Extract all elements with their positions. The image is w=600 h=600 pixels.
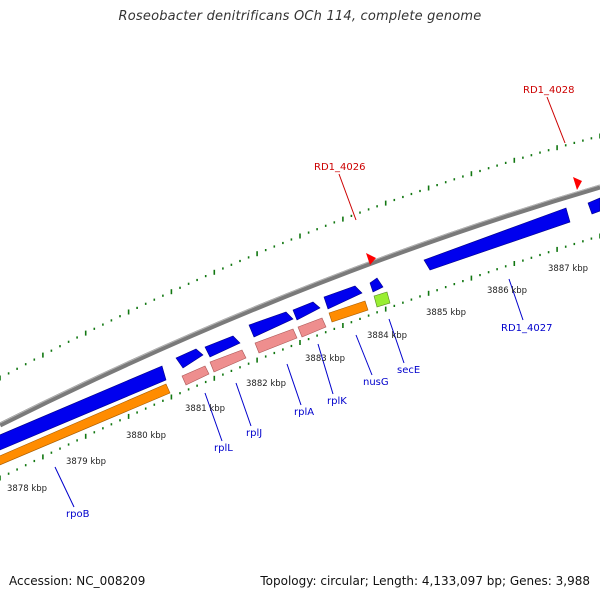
gene-leader-lines bbox=[54, 278, 524, 508]
gene-rplA-forward[interactable] bbox=[248, 311, 294, 338]
feature-rpoB-cds[interactable] bbox=[0, 383, 171, 467]
gene-rplJ-forward[interactable] bbox=[204, 335, 241, 358]
feature-secE-cds[interactable] bbox=[373, 291, 391, 308]
leader-rplA bbox=[286, 363, 302, 406]
marker-label-RD1_4028[interactable]: RD1_4028 bbox=[523, 85, 574, 96]
gene-label-nusG[interactable]: nusG bbox=[363, 377, 389, 388]
gene-rplK-forward[interactable] bbox=[292, 301, 321, 321]
marker-leader-lines bbox=[338, 96, 566, 221]
leader-rplK bbox=[317, 343, 334, 395]
leader-secE bbox=[388, 318, 405, 364]
gene-label-rpoB[interactable]: rpoB bbox=[66, 509, 90, 520]
leader-RD1_4027 bbox=[508, 278, 524, 321]
scale-label: 3882 kbp bbox=[246, 379, 286, 389]
marker-label-RD1_4026[interactable]: RD1_4026 bbox=[314, 162, 365, 173]
leader-RD1_4026 bbox=[338, 173, 357, 221]
gene-label-rplJ[interactable]: rplJ bbox=[246, 428, 262, 439]
topology-text: Topology: circular; Length: 4,133,097 bp… bbox=[260, 574, 590, 588]
gene-RD1_4027-forward[interactable] bbox=[423, 207, 571, 271]
map-title: Roseobacter denitrificans OCh 114, compl… bbox=[118, 9, 482, 24]
accession-text: Accession: NC_008209 bbox=[9, 574, 146, 588]
gene-label-rplA[interactable]: rplA bbox=[294, 407, 314, 418]
scale-labels: 3878 kbp 3879 kbp 3880 kbp 3881 kbp 3882… bbox=[7, 264, 588, 494]
forward-strand-genes bbox=[0, 197, 600, 452]
inner-tick-track bbox=[0, 233, 600, 481]
scale-label: 3885 kbp bbox=[426, 308, 466, 318]
genome-backbone-highlight bbox=[0, 184, 600, 424]
scale-label: 3884 kbp bbox=[367, 331, 407, 341]
gene-nusG-forward[interactable] bbox=[323, 285, 363, 310]
scale-label: 3878 kbp bbox=[7, 484, 47, 494]
gene-label-rplL[interactable]: rplL bbox=[214, 443, 233, 454]
scale-label: 3886 kbp bbox=[487, 286, 527, 296]
genome-backbone bbox=[0, 184, 600, 428]
scale-label: 3883 kbp bbox=[305, 354, 345, 364]
leader-nusG bbox=[355, 334, 373, 376]
feature-track bbox=[0, 291, 391, 467]
leader-rpoB bbox=[54, 466, 75, 508]
feature-rplA-cds[interactable] bbox=[254, 328, 298, 354]
feature-rplJ-cds[interactable] bbox=[209, 349, 247, 373]
feature-rplK-cds[interactable] bbox=[297, 317, 327, 338]
leader-rplL bbox=[204, 392, 223, 442]
feature-rplL-cds[interactable] bbox=[181, 365, 210, 386]
outer-tick-track bbox=[0, 133, 600, 381]
scale-label: 3880 kbp bbox=[126, 431, 166, 441]
gene-next-forward[interactable] bbox=[587, 197, 600, 215]
marker-RD1_4026-arrow[interactable] bbox=[366, 253, 376, 265]
marker-labels: RD1_4026 RD1_4028 bbox=[314, 85, 574, 173]
gene-labels: rpoB rplL rplJ rplA rplK nusG secE RD1_4… bbox=[66, 323, 552, 520]
scale-label: 3881 kbp bbox=[185, 404, 225, 414]
gene-label-rplK[interactable]: rplK bbox=[327, 396, 347, 407]
scale-label: 3887 kbp bbox=[548, 264, 588, 274]
gene-rpoB-forward[interactable] bbox=[0, 365, 167, 452]
scale-label: 3879 kbp bbox=[66, 457, 106, 467]
gene-rplL-forward[interactable] bbox=[175, 348, 204, 369]
feature-nusG-cds[interactable] bbox=[328, 300, 369, 323]
leader-rplJ bbox=[235, 382, 252, 427]
leader-RD1_4028 bbox=[546, 96, 566, 144]
gene-secE-forward[interactable] bbox=[369, 277, 384, 293]
marker-RD1_4028-arrow[interactable] bbox=[573, 177, 582, 190]
gene-label-secE[interactable]: secE bbox=[397, 365, 420, 376]
gene-label-RD1_4027[interactable]: RD1_4027 bbox=[501, 323, 552, 334]
